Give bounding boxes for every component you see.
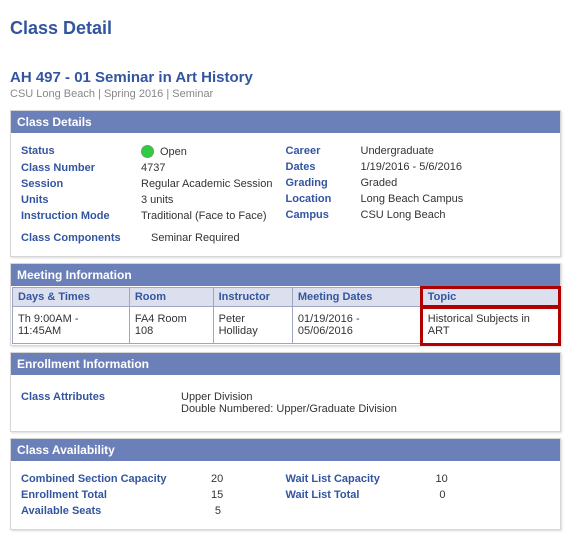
availability-left: Combined Section Capacity 20 Enrollment …: [21, 471, 286, 519]
value-enrollment-total: 15: [211, 489, 241, 501]
label-grading: Grading: [286, 177, 361, 189]
value-campus: CSU Long Beach: [361, 209, 446, 221]
label-enrollment-total: Enrollment Total: [21, 489, 211, 501]
section-meeting-info: Meeting Information Days & Times Room In…: [10, 263, 561, 346]
label-class-components: Class Components: [21, 232, 151, 244]
meeting-header-row: Days & Times Room Instructor Meeting Dat…: [13, 288, 559, 307]
label-class-attributes: Class Attributes: [21, 391, 181, 415]
label-instruction-mode: Instruction Mode: [21, 210, 141, 222]
cell-topic: Historical Subjects in ART: [422, 307, 558, 344]
status-open-icon: [141, 145, 154, 158]
attr-line-1: Upper Division: [181, 391, 397, 403]
section-class-details: Class Details Status Open Class Number 4…: [10, 110, 561, 257]
meeting-row: Th 9:00AM - 11:45AM FA4 Room 108 Peter H…: [13, 307, 559, 344]
label-location: Location: [286, 193, 361, 205]
value-class-attributes: Upper Division Double Numbered: Upper/Gr…: [181, 391, 397, 415]
label-dates: Dates: [286, 161, 361, 173]
status-text: Open: [160, 146, 187, 158]
label-class-number: Class Number: [21, 162, 141, 174]
section-class-availability: Class Availability Combined Section Capa…: [10, 438, 561, 530]
value-waitlist-total: 0: [436, 489, 466, 501]
cell-room: FA4 Room 108: [129, 307, 213, 344]
value-class-number: 4737: [141, 162, 165, 174]
course-heading: AH 497 - 01 Seminar in Art History: [10, 69, 561, 88]
value-available-seats: 5: [211, 505, 241, 517]
value-class-components: Seminar Required: [151, 232, 240, 244]
section-header: Meeting Information: [11, 264, 560, 286]
value-waitlist-capacity: 10: [436, 473, 466, 485]
class-details-right: Career Undergraduate Dates 1/19/2016 - 5…: [286, 143, 551, 246]
value-combined-capacity: 20: [211, 473, 241, 485]
cell-instructor: Peter Holliday: [213, 307, 292, 344]
col-room: Room: [129, 288, 213, 307]
value-status: Open: [141, 145, 187, 158]
label-waitlist-capacity: Wait List Capacity: [286, 473, 436, 485]
col-instructor: Instructor: [213, 288, 292, 307]
label-available-seats: Available Seats: [21, 505, 211, 517]
label-status: Status: [21, 145, 141, 158]
value-grading: Graded: [361, 177, 398, 189]
class-details-left: Status Open Class Number 4737 Session Re…: [21, 143, 286, 246]
section-enrollment-info: Enrollment Information Class Attributes …: [10, 352, 561, 432]
value-units: 3 units: [141, 194, 173, 206]
col-meeting-dates: Meeting Dates: [292, 288, 422, 307]
page-title: Class Detail: [10, 8, 561, 69]
col-days-times: Days & Times: [13, 288, 130, 307]
value-dates: 1/19/2016 - 5/6/2016: [361, 161, 463, 173]
value-career: Undergraduate: [361, 145, 434, 157]
availability-right: Wait List Capacity 10 Wait List Total 0: [286, 471, 551, 519]
section-header: Enrollment Information: [11, 353, 560, 375]
value-session: Regular Academic Session: [141, 178, 272, 190]
course-subheading: CSU Long Beach | Spring 2016 | Seminar: [10, 88, 561, 110]
cell-days-times: Th 9:00AM - 11:45AM: [13, 307, 130, 344]
label-campus: Campus: [286, 209, 361, 221]
label-session: Session: [21, 178, 141, 190]
value-location: Long Beach Campus: [361, 193, 464, 205]
meeting-table: Days & Times Room Instructor Meeting Dat…: [12, 287, 559, 344]
label-units: Units: [21, 194, 141, 206]
attr-line-2: Double Numbered: Upper/Graduate Division: [181, 403, 397, 415]
value-instruction-mode: Traditional (Face to Face): [141, 210, 267, 222]
label-career: Career: [286, 145, 361, 157]
section-header: Class Details: [11, 111, 560, 133]
col-topic: Topic: [422, 288, 558, 307]
label-combined-capacity: Combined Section Capacity: [21, 473, 211, 485]
section-header: Class Availability: [11, 439, 560, 461]
cell-meeting-dates: 01/19/2016 - 05/06/2016: [292, 307, 422, 344]
label-waitlist-total: Wait List Total: [286, 489, 436, 501]
